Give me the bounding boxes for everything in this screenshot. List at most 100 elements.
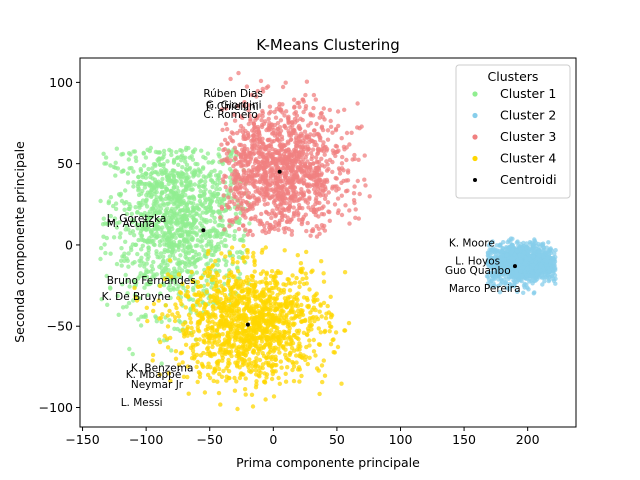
data-point (160, 176, 165, 182)
data-point (183, 155, 188, 160)
data-point (362, 177, 367, 182)
data-point (330, 148, 336, 153)
data-point (263, 190, 268, 195)
data-point (290, 158, 295, 163)
data-point (243, 392, 248, 397)
data-point (241, 169, 247, 174)
data-point (183, 215, 189, 220)
data-point (351, 191, 357, 196)
data-point (119, 263, 124, 268)
data-point (118, 258, 124, 263)
data-point (134, 158, 139, 164)
data-point (210, 294, 216, 299)
data-point (537, 253, 542, 258)
data-point (153, 163, 158, 168)
data-point (173, 190, 178, 195)
data-point (221, 193, 226, 198)
data-point (134, 222, 139, 228)
data-point (130, 219, 135, 225)
data-point (231, 164, 236, 169)
data-point (319, 363, 325, 368)
data-point (161, 258, 166, 263)
data-point (275, 156, 280, 161)
data-point (212, 215, 217, 221)
data-point (164, 236, 170, 241)
data-point (197, 198, 203, 204)
data-point (233, 168, 238, 173)
data-point (485, 257, 490, 262)
data-point (197, 168, 202, 174)
data-point (177, 290, 183, 295)
data-point (189, 270, 194, 275)
data-point (169, 220, 174, 225)
data-point (244, 163, 249, 168)
data-point (286, 158, 291, 163)
data-point (240, 177, 246, 183)
data-point (503, 274, 508, 279)
data-point (311, 337, 316, 343)
data-point (154, 190, 159, 195)
data-point (207, 375, 213, 381)
data-point (257, 357, 263, 363)
data-point (264, 85, 269, 91)
data-point (269, 376, 275, 382)
data-point (232, 388, 238, 393)
data-point (276, 184, 281, 190)
data-point (263, 230, 268, 236)
data-point (145, 292, 151, 298)
data-point (241, 223, 246, 228)
data-point (205, 251, 211, 256)
data-point (241, 243, 246, 249)
data-point (204, 205, 209, 211)
data-point (141, 150, 146, 156)
data-point (173, 216, 179, 221)
data-point (245, 250, 250, 255)
data-point (135, 251, 140, 257)
data-point (156, 219, 161, 224)
data-point (147, 181, 152, 186)
data-point (177, 266, 182, 271)
data-point (317, 191, 322, 196)
data-point (241, 149, 247, 154)
data-point (161, 148, 167, 154)
data-point (494, 273, 500, 279)
data-point (235, 250, 240, 255)
data-point (298, 166, 303, 172)
data-point (313, 97, 318, 102)
data-point (508, 282, 514, 287)
data-point (307, 287, 312, 292)
data-point (178, 208, 183, 213)
data-point (201, 283, 207, 289)
data-point (143, 220, 148, 226)
data-point (186, 251, 192, 256)
data-point (158, 291, 163, 296)
data-point (286, 120, 291, 126)
data-point (292, 198, 297, 204)
data-point (321, 204, 326, 209)
data-point (283, 169, 288, 174)
data-point (256, 196, 261, 201)
data-point (217, 186, 222, 192)
data-point (215, 262, 220, 268)
data-point (127, 284, 132, 289)
data-point (320, 379, 325, 385)
data-point (218, 402, 223, 407)
data-point (241, 233, 247, 238)
data-point (276, 196, 282, 201)
data-point (224, 259, 229, 264)
data-point (553, 248, 558, 253)
data-point (250, 232, 255, 238)
data-point (122, 258, 127, 263)
data-point (340, 154, 345, 160)
data-point (272, 198, 277, 204)
data-point (273, 345, 278, 350)
data-point (221, 147, 226, 153)
data-point (194, 218, 199, 223)
data-point (101, 151, 106, 156)
data-point (157, 233, 162, 239)
data-point (277, 210, 282, 215)
data-point (277, 131, 282, 136)
data-point (126, 264, 131, 269)
data-point (304, 332, 309, 337)
data-point (164, 224, 170, 229)
